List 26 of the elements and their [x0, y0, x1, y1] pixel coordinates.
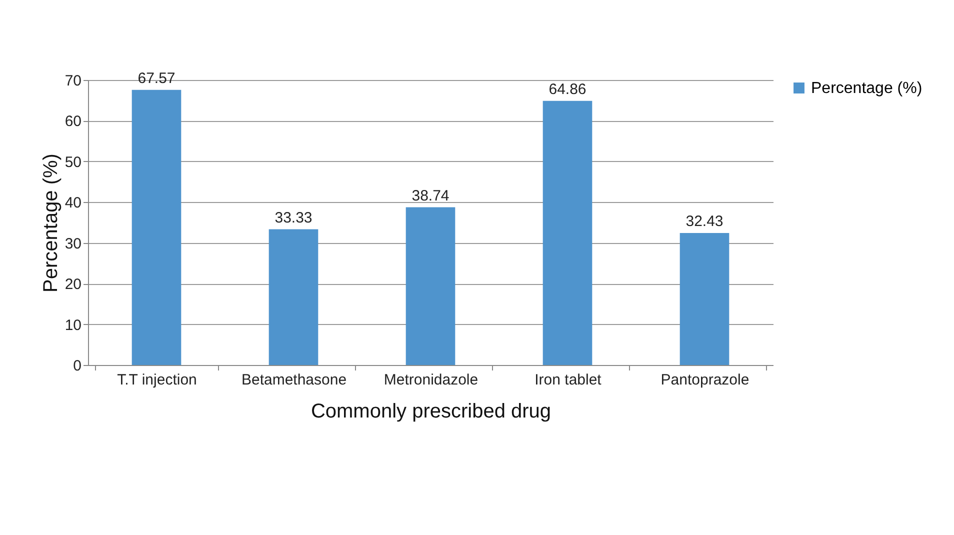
bar: [132, 90, 182, 365]
y-axis-title: Percentage (%): [40, 154, 62, 292]
y-tick-label: 10: [64, 316, 82, 334]
data-label: 64.86: [548, 80, 586, 98]
y-tick-label: 0: [73, 358, 82, 374]
y-tick-label: 70: [64, 72, 82, 90]
bar: [406, 207, 456, 365]
y-tick-label: 20: [64, 276, 82, 294]
x-axis-title: Commonly prescribed drug: [310, 400, 552, 422]
y-tick-label: 60: [64, 113, 82, 130]
data-label: 38.74: [412, 187, 450, 204]
data-label: 67.57: [138, 70, 176, 87]
data-label: 33.33: [274, 209, 312, 226]
y-tick-label: 40: [64, 194, 82, 212]
x-tick-label: Metronidazole: [384, 372, 478, 388]
bar: [542, 100, 592, 365]
x-tick-label: Pantoprazole: [660, 372, 750, 388]
y-tick-label: 30: [64, 235, 82, 252]
x-tick-label: T.T injection: [117, 372, 197, 388]
bar: [268, 229, 318, 365]
x-tick-label: Iron tablet: [534, 372, 602, 388]
bar: [680, 232, 730, 365]
y-tick-label: 50: [64, 154, 82, 171]
data-label: 32.43: [686, 212, 724, 230]
legend-label: Percentage (%): [811, 80, 922, 97]
x-tick-label: Betamethasone: [241, 372, 347, 388]
